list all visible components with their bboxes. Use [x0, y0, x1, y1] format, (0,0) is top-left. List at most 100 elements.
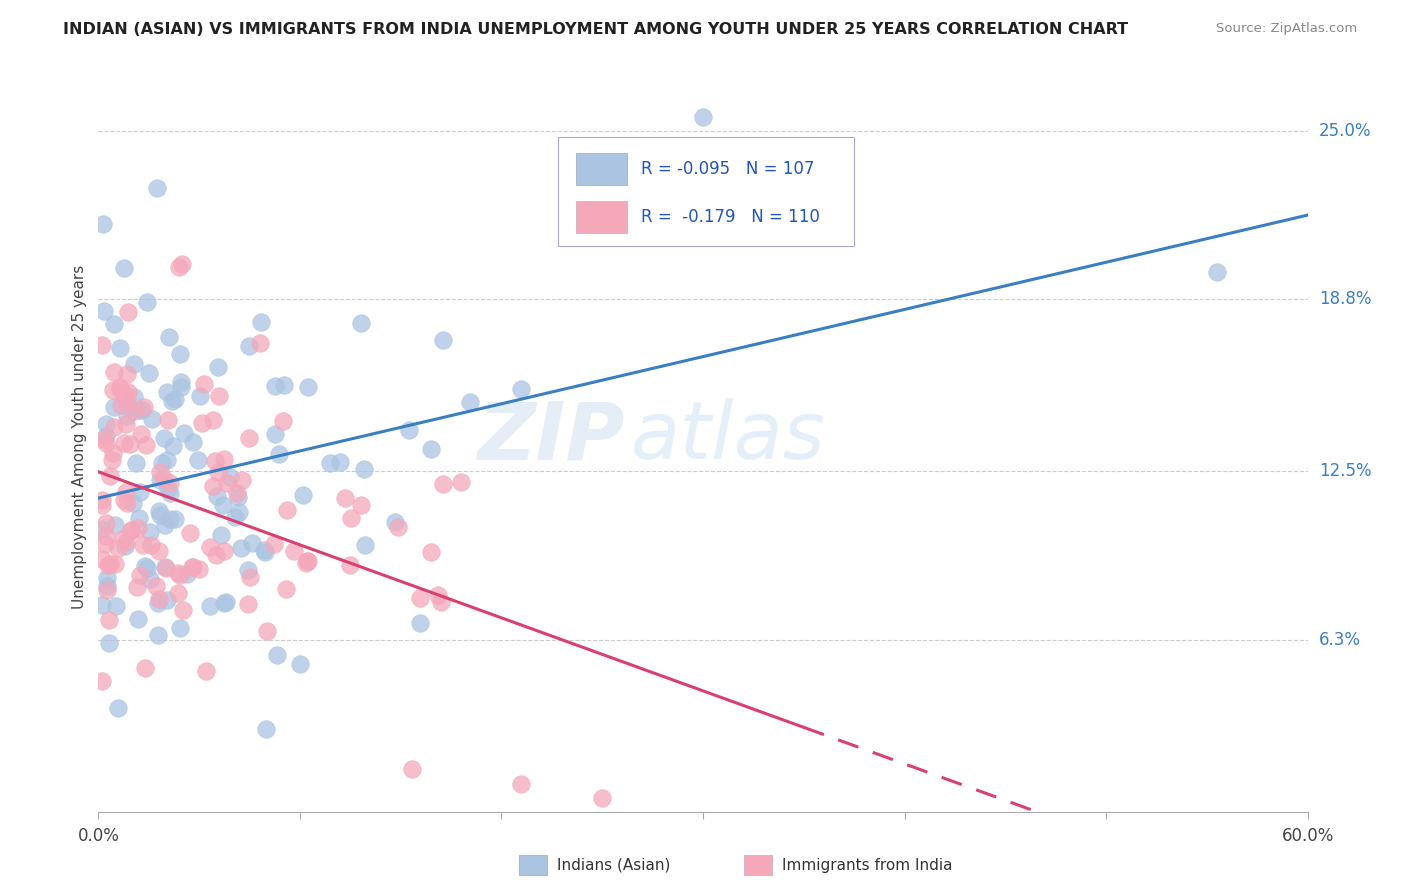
Point [167, 566, 190, 581]
Point [117, 409, 139, 423]
Point [212, 498, 235, 512]
Point [97, 614, 120, 628]
Point [117, 400, 139, 414]
Point [96, 435, 118, 450]
Point [159, 476, 181, 491]
Point [159, 485, 181, 500]
Point [297, 380, 319, 394]
Point [167, 260, 190, 274]
FancyBboxPatch shape [558, 137, 855, 246]
Point [181, 435, 204, 450]
Point [401, 762, 423, 776]
Point [110, 398, 132, 412]
Point [153, 473, 176, 487]
Point [329, 455, 352, 469]
Point [238, 431, 260, 445]
Point [105, 599, 128, 613]
Point [267, 447, 290, 461]
Point [149, 466, 172, 480]
Point [131, 426, 153, 441]
Point [160, 394, 183, 409]
Point [107, 700, 129, 714]
Point [104, 518, 127, 533]
Point [114, 388, 136, 402]
Point [340, 511, 363, 525]
Point [153, 431, 176, 445]
Point [783, 156, 806, 170]
Point [91, 552, 114, 566]
Point [94, 537, 117, 551]
Text: ZIP: ZIP [477, 398, 624, 476]
Point [249, 315, 271, 329]
Point [91, 498, 114, 512]
Point [202, 479, 225, 493]
Point [156, 453, 179, 467]
Point [271, 414, 294, 428]
Point [108, 380, 131, 394]
Point [98, 557, 121, 571]
Point [409, 591, 432, 605]
Point [208, 389, 231, 403]
Point [134, 400, 156, 414]
Point [97, 558, 120, 572]
Point [256, 624, 278, 639]
Point [333, 491, 356, 505]
Point [136, 295, 159, 310]
Point [93, 433, 115, 447]
Point [120, 524, 142, 539]
Point [295, 554, 318, 568]
Point [353, 538, 375, 552]
Point [141, 412, 163, 426]
Point [134, 559, 156, 574]
Point [96, 429, 118, 443]
Point [274, 582, 297, 596]
Point [236, 598, 259, 612]
Text: 25.0%: 25.0% [1319, 121, 1371, 139]
Text: atlas: atlas [630, 398, 825, 476]
Point [101, 452, 124, 467]
Point [132, 538, 155, 552]
Point [122, 357, 145, 371]
Point [91, 492, 114, 507]
Point [162, 439, 184, 453]
Point [224, 509, 246, 524]
Point [114, 535, 136, 549]
Text: R = -0.095   N = 107: R = -0.095 N = 107 [641, 160, 814, 178]
Point [91, 598, 114, 612]
Point [146, 628, 169, 642]
Point [148, 503, 170, 517]
Point [254, 545, 277, 559]
Point [139, 572, 162, 586]
Point [179, 526, 201, 541]
Point [219, 470, 242, 484]
Point [225, 485, 247, 500]
Point [155, 561, 177, 575]
Point [318, 456, 340, 470]
Point [253, 543, 276, 558]
Text: INDIAN (ASIAN) VS IMMIGRANTS FROM INDIA UNEMPLOYMENT AMONG YOUTH UNDER 25 YEARS : INDIAN (ASIAN) VS IMMIGRANTS FROM INDIA … [63, 22, 1129, 37]
Point [96, 572, 118, 586]
Point [135, 437, 157, 451]
Point [254, 722, 277, 736]
Point [276, 503, 298, 517]
Point [214, 596, 236, 610]
Point [91, 338, 114, 352]
Point [128, 402, 150, 417]
Point [157, 482, 180, 496]
Point [191, 417, 214, 431]
FancyBboxPatch shape [576, 201, 627, 233]
Point [131, 403, 153, 417]
Point [350, 316, 373, 330]
Point [165, 392, 187, 407]
Point [169, 347, 191, 361]
Point [419, 544, 441, 558]
Point [103, 317, 125, 331]
Point [127, 612, 149, 626]
Point [193, 377, 215, 392]
Point [176, 567, 198, 582]
Point [96, 579, 118, 593]
Point [207, 466, 229, 480]
Point [122, 404, 145, 418]
Point [167, 586, 190, 600]
Point [427, 588, 450, 602]
